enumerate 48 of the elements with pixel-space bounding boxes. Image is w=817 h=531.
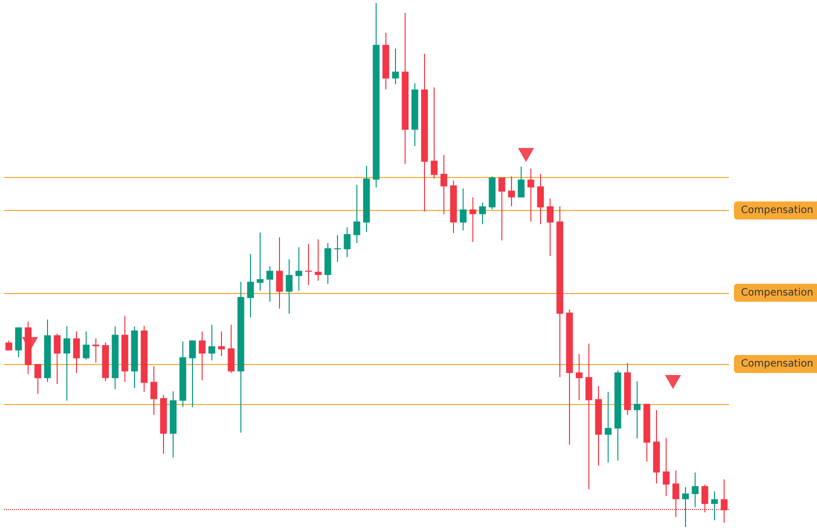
candlestick [276, 236, 283, 309]
ref-line-label: Compensation [741, 358, 814, 370]
candlestick [92, 338, 100, 363]
candlestick [604, 391, 612, 464]
candlestick [73, 331, 80, 374]
candlestick [585, 343, 592, 490]
candlestick [576, 354, 583, 401]
candlestick [305, 244, 312, 286]
candlestick [518, 166, 525, 198]
candlestick [334, 234, 341, 262]
candlestick [256, 232, 264, 292]
candlestick [286, 258, 293, 314]
candlestick [692, 472, 699, 508]
candlestick [247, 253, 254, 318]
candlestick [150, 366, 158, 416]
candlestick [295, 246, 302, 292]
candlestick [479, 202, 486, 225]
candlestick [508, 176, 515, 207]
candlestick [469, 196, 476, 242]
candlestick [198, 331, 206, 381]
candlestick [228, 324, 235, 374]
candlestick [392, 48, 399, 85]
candlestick [218, 331, 225, 357]
candlestick [344, 226, 351, 258]
candlestick [82, 331, 90, 360]
candlestick [189, 340, 196, 408]
candlestick [314, 238, 322, 282]
candlestick [711, 490, 718, 521]
candlestick [682, 486, 689, 528]
candlestick [353, 184, 360, 244]
candlestick [63, 326, 70, 402]
candlestick [54, 333, 61, 384]
candlestick [460, 188, 467, 231]
candlestick [546, 198, 554, 257]
candlestick [5, 340, 12, 351]
candlestick [527, 168, 534, 222]
candlestick [634, 380, 641, 439]
candlestick [208, 324, 216, 361]
candlestick [430, 86, 438, 180]
candlestick [662, 437, 670, 497]
candlestick [15, 326, 22, 358]
ref-line-label: Compensation [741, 205, 814, 216]
candlestick [34, 364, 42, 394]
candlestick [498, 176, 506, 241]
candlestick [266, 266, 274, 302]
ref-line-label: Compensation [741, 287, 814, 298]
candlestick [440, 154, 448, 215]
candlestick [537, 173, 544, 225]
